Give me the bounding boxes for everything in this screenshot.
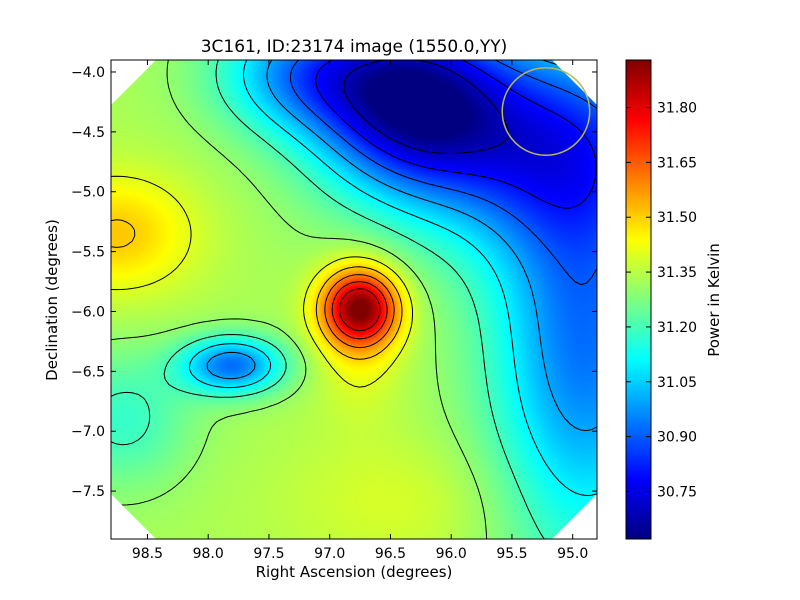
y-tick-label: −7.0 — [71, 424, 105, 440]
colorbar-ticks: 30.75 30.90 31.05 31.20 31.35 31.50 31.65 31.80 — [626, 101, 697, 500]
colorbar-tick-label: 31.05 — [657, 375, 697, 391]
colorbar-gradient — [626, 60, 651, 539]
x-tick-label: 97.5 — [253, 546, 284, 562]
colorbar-tick-label: 31.80 — [657, 101, 697, 117]
y-axis-label: Declination (degrees) — [43, 219, 61, 381]
beam-circle — [501, 67, 591, 156]
x-axis-ticks: 98.5 98.0 97.5 97.0 96.5 96.0 95.5 95.0 — [132, 60, 588, 562]
chart-title: 3C161, ID:23174 image (1550.0,YY) — [201, 37, 508, 57]
y-tick-label: −5.0 — [71, 185, 105, 201]
contour-line — [289, 60, 597, 286]
y-tick-label: −4.0 — [71, 65, 105, 81]
x-tick-label: 97.0 — [314, 546, 345, 562]
contour-line — [188, 60, 597, 496]
y-tick-label: −6.0 — [71, 304, 105, 320]
contour-line — [206, 60, 597, 432]
contour-line — [343, 60, 509, 154]
contour-line — [111, 175, 413, 388]
colorbar: 30.75 30.90 31.05 31.20 31.35 31.50 31.65 31.80 — [625, 59, 697, 540]
contour-line — [111, 60, 488, 539]
x-tick-label: 98.0 — [193, 546, 224, 562]
contour-line — [315, 60, 597, 209]
x-tick-label: 96.5 — [375, 546, 406, 562]
y-tick-label: −6.5 — [71, 364, 105, 380]
colorbar-tick-label: 31.50 — [657, 210, 697, 226]
x-tick-label: 95.5 — [496, 546, 527, 562]
contour-line — [111, 219, 403, 360]
colorbar-label: Power in Kelvin — [705, 243, 723, 357]
contour-line — [339, 288, 381, 332]
x-tick-label: 96.0 — [436, 546, 467, 562]
colorbar-tick-label: 30.75 — [657, 484, 697, 500]
y-tick-label: −5.5 — [71, 245, 105, 261]
x-tick-label: 95.0 — [557, 546, 588, 562]
x-axis-label: Right Ascension (degrees) — [256, 563, 453, 581]
contour-line — [324, 274, 395, 349]
colorbar-frame — [625, 59, 652, 540]
y-tick-label: −7.5 — [71, 484, 105, 500]
plot-area: 98.5 98.0 97.5 97.0 96.5 96.0 95.5 95.0 −4.0−4.… — [71, 59, 598, 562]
y-axis-ticks: −4.0 −4.5 −5.0 −5.5 −6.0 −6.5 −7.0 −7.5 — [71, 65, 597, 500]
colorbar-tick-label: 31.35 — [657, 265, 697, 281]
plot-frame — [110, 59, 598, 540]
colorbar-tick-label: 31.20 — [657, 320, 697, 336]
colorbar-tick-label: 30.90 — [657, 430, 697, 446]
y-tick-label: −4.5 — [71, 125, 105, 141]
contour-line — [111, 60, 545, 539]
x-tick-label: 98.5 — [132, 546, 163, 562]
heatmap-image — [111, 60, 597, 539]
contour-line — [331, 281, 388, 340]
colorbar-tick-label: 31.65 — [657, 155, 697, 171]
contour-lines — [111, 60, 597, 539]
